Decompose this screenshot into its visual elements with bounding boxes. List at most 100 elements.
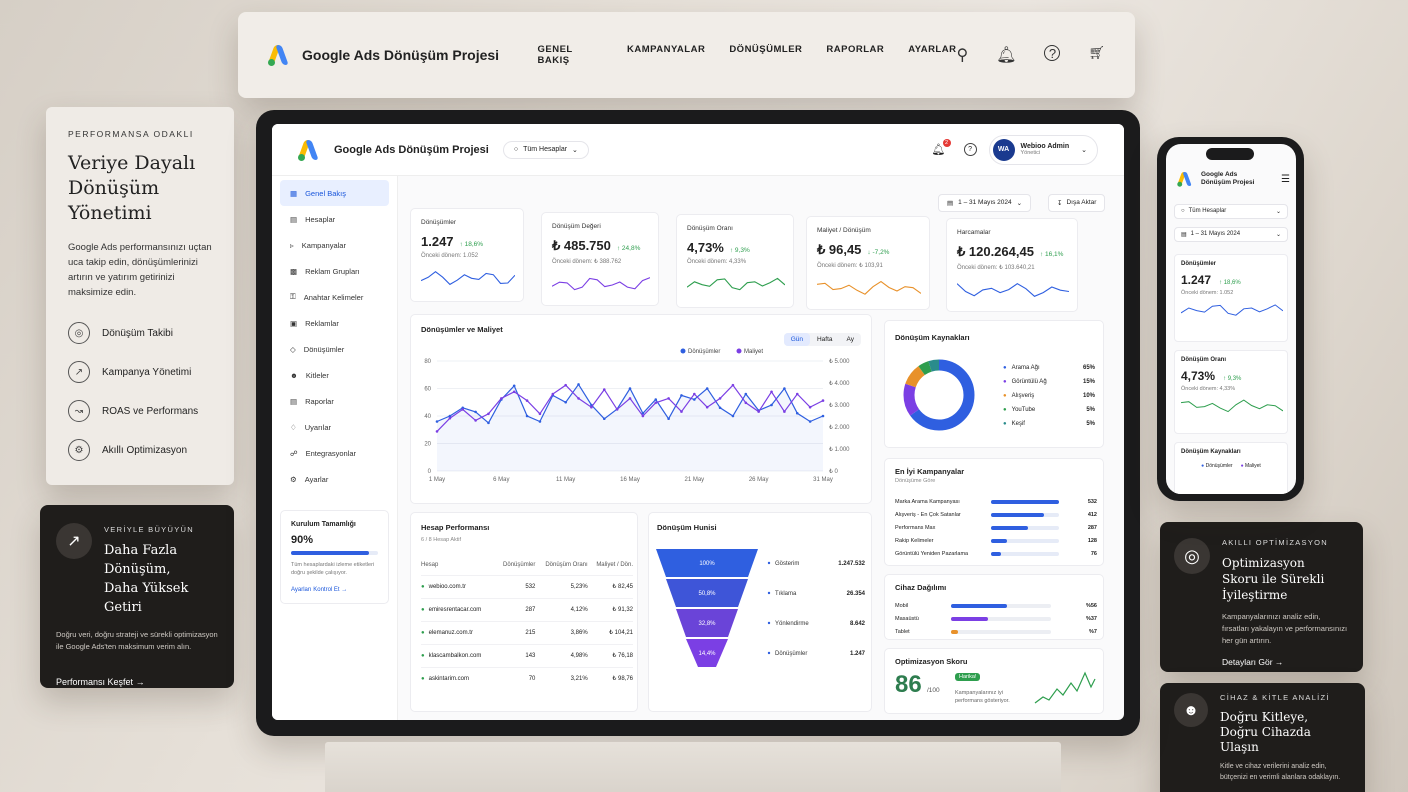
sidebar-item-genel-bakis[interactable]: ▦ Genel Bakış: [280, 180, 389, 206]
help-icon[interactable]: ?: [963, 143, 977, 156]
phone-account-select[interactable]: ○ Tüm Hesaplar ⌄: [1174, 204, 1288, 219]
data-point: [770, 403, 773, 407]
sparkline-line: [1034, 671, 1096, 704]
phone-sources-card: Dönüşüm Kaynakları ● Dönüşümler ● Maliye…: [1174, 442, 1288, 494]
tab-ay[interactable]: Ay: [846, 336, 854, 343]
table-cell: ● klascambalkon.com: [421, 644, 495, 667]
check-settings-link[interactable]: Ayarları Kontrol Et →: [291, 587, 378, 593]
line-chart: 0 20 40 60 80 ₺ 0 ₺ 1.000 ₺ 2.000 ₺ 3.000 ₺ 4.000…: [424, 348, 850, 483]
data-point: [783, 410, 786, 413]
account-select[interactable]: ○ Tüm Hesaplar ⌄: [502, 140, 589, 159]
sidebar-item-anahtar-kelimeler[interactable]: ⚿ Anahtar Kelimeler: [280, 284, 389, 310]
date-range-picker[interactable]: ▤ 1 – 31 Mayıs 2024 ⌄: [938, 194, 1032, 212]
kpi-prev: Önceki dönem: ₺ 103.640,21: [957, 265, 1035, 271]
chart-title: Dönüşümler ve Maliyet: [421, 325, 503, 334]
x-tick-label: 11 May: [556, 477, 575, 483]
sidebar-item-uyarilar[interactable]: ♢ Uyarılar: [280, 414, 389, 440]
headline-line: Skoru ile Sürekli: [1222, 572, 1325, 586]
folders-icon: ▩: [290, 266, 298, 276]
data-point: [705, 387, 709, 390]
donut-slice: [903, 359, 975, 431]
kpi-value: ₺ 120.264,45: [957, 244, 1034, 259]
table-cell: 143: [525, 652, 536, 659]
kpi-label: Harcamalar: [957, 229, 991, 236]
campaign-bar-track: [991, 538, 1059, 543]
data-point: [461, 408, 465, 411]
data-point: [435, 430, 439, 433]
kpi-prev: Önceki dönem: 1.052: [1181, 290, 1234, 296]
notification-bell[interactable]: 🔔︎ 2: [932, 139, 951, 156]
data-point: [512, 384, 516, 388]
data-point: [718, 397, 722, 400]
export-button[interactable]: ↧ Dışa Aktar: [1048, 194, 1106, 212]
phone-kpi-rate: Dönüşüm Oranı 4,73% ↑ 9,3% Önceki dönem: …: [1174, 350, 1288, 434]
kpi-prev: Önceki dönem: ₺ 103,91: [817, 263, 883, 269]
notification-badge: 2: [942, 139, 951, 147]
menu-donusumler[interactable]: DÖNÜŞÜMLER: [729, 44, 803, 55]
feature-label: Dönüşüm Takibi: [102, 327, 173, 339]
explore-performance-link[interactable]: Performansı Keşfet →: [56, 677, 218, 687]
data-point: [654, 401, 658, 405]
sidebar-item-reklam-gruplari[interactable]: ▩ Reklam Grupları: [280, 258, 389, 284]
series-area: [437, 384, 823, 471]
cart-icon[interactable]: 🛒︎: [1088, 45, 1105, 60]
sidebar-item-ayarlar[interactable]: ⚙ Ayarlar: [280, 466, 389, 492]
table-cell: ₺ 76,18: [612, 653, 634, 659]
sidebar-item-hesaplar[interactable]: ▤ Hesaplar: [280, 206, 389, 232]
table-row: ● elemanuz.com.tr 215 3,86% ₺ 104,21: [421, 621, 633, 644]
data-point: [538, 412, 542, 416]
sidebar-item-donusumler[interactable]: ◇ Dönüşümler: [280, 336, 389, 362]
tab-gun[interactable]: Gün: [783, 333, 810, 346]
menu-genel-bakis[interactable]: GENEL BAKIŞ: [537, 44, 573, 66]
data-point: [577, 383, 580, 386]
phone-date-picker[interactable]: ▤ 1 – 31 Mayıs 2024 ⌄: [1174, 227, 1288, 242]
headline-line: Dönüşüm: [68, 177, 160, 199]
kpi-prev: Önceki dönem: 1.052: [421, 253, 479, 259]
sidebar-item-entegrasyonlar[interactable]: ☍ Entegrasyonlar: [280, 440, 389, 466]
optim-desc: Kampanyalarınız iyi performans gösteriyo…: [955, 690, 1010, 704]
data-point: [795, 392, 799, 396]
kpi-change: ↑ 16,1%: [1039, 251, 1064, 258]
campaign-name: Rakip Kelimeler: [895, 537, 934, 544]
sidebar-item-reklamlar[interactable]: ▣ Reklamlar: [280, 310, 389, 336]
sidebar-item-kitleler[interactable]: ☻ Kitleler: [280, 362, 389, 388]
device-bar: [951, 603, 1007, 608]
select-value: 1 – 31 Mayıs 2024: [1190, 231, 1241, 237]
sidebar-item-kampanyalar[interactable]: ▹ Kampanyalar: [280, 232, 389, 258]
column-header: Dönüşümler: [503, 561, 536, 568]
feature-card: PERFORMANSA ODAKLI Veriye Dayalı Dönüşüm…: [46, 107, 234, 485]
gear-icon: ⚙: [68, 439, 90, 461]
bell-icon[interactable]: 🔔︎: [996, 47, 1017, 64]
tab-hafta[interactable]: Hafta: [816, 336, 833, 343]
setup-title: Kurulum Tamamlığı: [291, 521, 356, 528]
user-menu[interactable]: WA Webioo Admin Yönetici ⌄: [988, 134, 1098, 165]
optim-max: /100: [927, 687, 940, 694]
table-cell: 3,21%: [570, 675, 588, 682]
status-dot-icon: ●: [421, 606, 425, 613]
data-point: [551, 392, 555, 396]
sparkline-line: [551, 277, 651, 291]
table-cell: 70: [528, 675, 536, 682]
sidebar-item-raporlar[interactable]: ▤ Raporlar: [280, 388, 389, 414]
data-point: [808, 405, 812, 409]
kpi-card: Maliyet / Dönüşüm ₺ 96,45 ↓ -7,2% Önceki dö…: [806, 216, 930, 310]
chevron-down-icon: ⌄: [572, 146, 578, 154]
feature-item: ↗ Kampanya Yönetimi: [68, 361, 212, 383]
feature-label: Akıllı Optimizasyon: [102, 444, 188, 456]
feature-label: ROAS ve Performans: [102, 405, 199, 417]
optimization-headline: Optimizasyon Skoru ile Sürekli İyileştir…: [1222, 555, 1349, 603]
data-point: [474, 410, 477, 414]
menu-ayarlar[interactable]: AYARLAR: [908, 44, 957, 55]
setup-desc: Tüm hesaplardaki izleme etiketleri doğru…: [291, 562, 375, 576]
headline-line: Doğru Kitleye,: [1220, 710, 1309, 724]
menu-kampanyalar[interactable]: KAMPANYALAR: [626, 44, 706, 55]
help-icon[interactable]: ?: [1044, 45, 1061, 61]
table-cell: ● elemanuz.com.tr: [421, 621, 495, 644]
hamburger-icon[interactable]: ☰: [1281, 173, 1290, 185]
phone-screen: Google Ads Dönüşüm Projesi ☰ ○ Tüm Hesapl…: [1166, 144, 1296, 494]
search-icon[interactable]: ⚲: [956, 47, 969, 64]
target-icon: ◎: [68, 322, 90, 344]
menu-raporlar[interactable]: RAPORLAR: [826, 44, 885, 55]
details-link[interactable]: Detayları Gör →: [1222, 657, 1349, 667]
grid-icon: ▦: [290, 188, 298, 198]
